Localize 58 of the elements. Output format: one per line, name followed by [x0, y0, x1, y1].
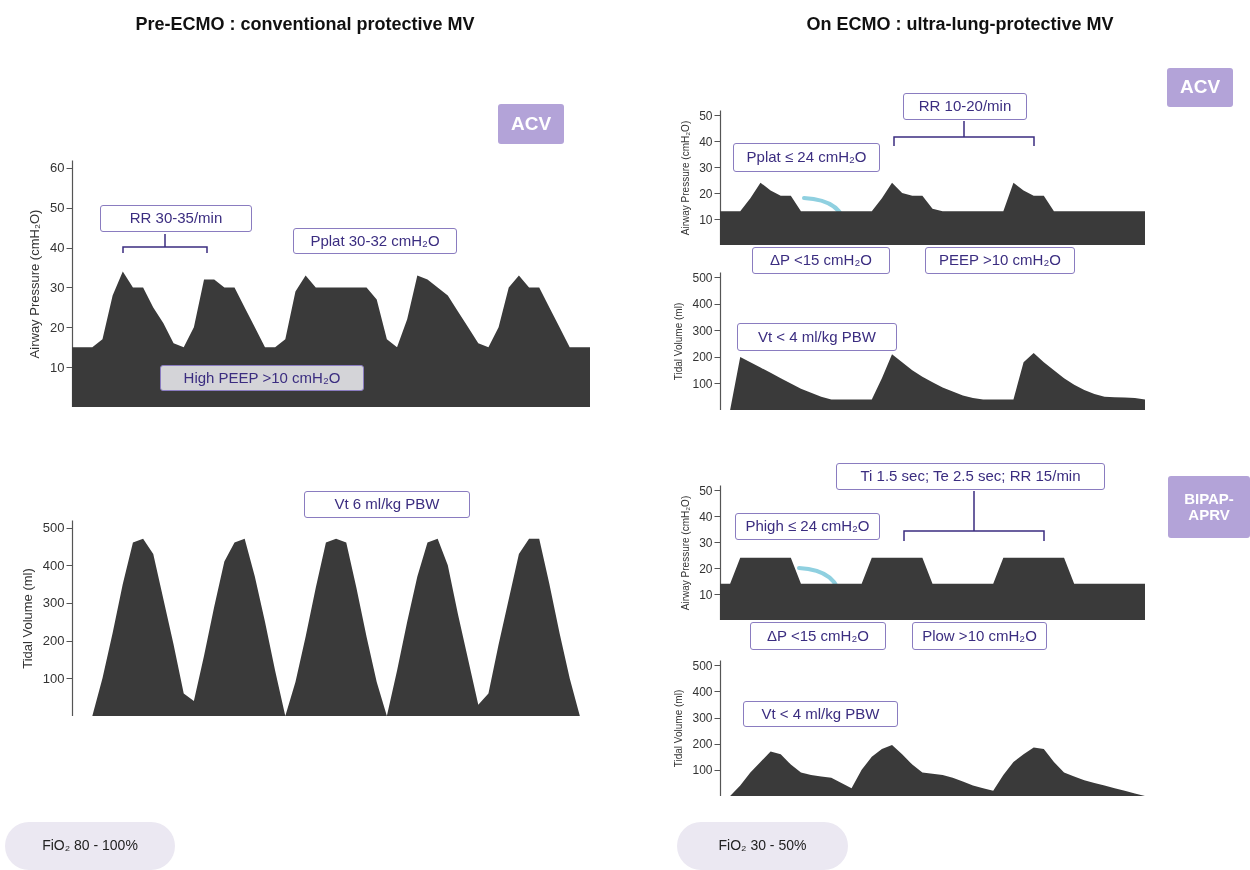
text: ΔP <15 cmH₂O	[752, 247, 890, 274]
y-tick-label: 30	[50, 279, 65, 295]
annotation: High PEEP >10 cmH₂O	[160, 365, 364, 391]
y-axis-title: Tidal Volume (ml)	[673, 689, 685, 768]
y-tick-label: 20	[699, 186, 713, 201]
y-tick-label: 10	[699, 212, 713, 227]
y-tick-label: 200	[692, 737, 713, 752]
y-axis-title: Airway Pressure (cmH₂O)	[27, 209, 43, 359]
y-tick-label: 300	[692, 323, 713, 338]
y-tick-label: 50	[699, 108, 713, 123]
y-tick-label: 500	[692, 658, 713, 673]
y-tick-label: 300	[42, 595, 65, 611]
y-tick-label: 400	[42, 557, 65, 573]
y-tick-label: 300	[692, 711, 713, 726]
chart-title: Pre-ECMO : conventional protective MV	[135, 14, 475, 35]
annotation: Pplat ≤ 24 cmH₂O	[733, 143, 880, 172]
text: PEEP >10 cmH₂O	[925, 247, 1075, 274]
text: FiO₂ 30 - 50%	[677, 822, 848, 870]
text: BIPAP-APRV	[1168, 476, 1250, 538]
y-tick-label: 500	[692, 270, 713, 285]
y-tick-label: 30	[699, 535, 713, 550]
y-tick-label: 50	[50, 200, 65, 216]
y-axis-title: Tidal Volume (ml)	[673, 302, 685, 381]
annotation: Pplat 30-32 cmH₂O	[293, 228, 457, 254]
y-tick-label: 50	[699, 483, 713, 498]
y-axis-title: Airway Pressure (cmH₂O)	[680, 120, 692, 236]
text: ΔP <15 cmH₂O	[750, 622, 886, 650]
y-axis-title: Airway Pressure (cmH₂O)	[680, 495, 692, 611]
y-tick-label: 500	[42, 520, 65, 536]
y-tick-label: 40	[50, 240, 65, 256]
text: Vt 6 ml/kg PBW	[304, 491, 470, 518]
annotation: Phigh ≤ 24 cmH₂O	[735, 513, 880, 540]
y-tick-label: 100	[42, 670, 65, 686]
y-tick-label: 20	[699, 561, 713, 576]
y-tick-label: 200	[42, 633, 65, 649]
y-tick-label: 400	[692, 684, 713, 699]
y-tick-label: 100	[692, 763, 713, 778]
y-tick-label: 20	[50, 319, 65, 335]
chart-title: On ECMO : ultra-lung-protective MV	[806, 14, 1114, 35]
text: FiO₂ 80 - 100%	[5, 822, 175, 870]
text: ACV	[1167, 68, 1233, 107]
y-tick-label: 30	[699, 160, 713, 175]
text: Ti 1.5 sec; Te 2.5 sec; RR 15/min	[836, 463, 1105, 490]
y-axis-title: Tidal Volume (ml)	[19, 568, 35, 669]
y-tick-label: 100	[692, 376, 713, 391]
annotation: RR 10-20/min	[903, 93, 1027, 120]
y-tick-label: 10	[699, 587, 713, 602]
annotation: Vt < 4 ml/kg PBW	[743, 701, 898, 727]
y-tick-label: 40	[699, 509, 713, 524]
text: Plow >10 cmH₂O	[912, 622, 1047, 650]
y-tick-label: 10	[50, 359, 65, 375]
annotation: RR 30-35/min	[100, 205, 252, 232]
y-tick-label: 60	[50, 160, 65, 176]
text: ACV	[498, 104, 564, 144]
y-tick-label: 200	[692, 350, 713, 365]
y-tick-label: 400	[692, 297, 713, 312]
annotation: Vt < 4 ml/kg PBW	[737, 323, 897, 351]
y-tick-label: 40	[699, 134, 713, 149]
